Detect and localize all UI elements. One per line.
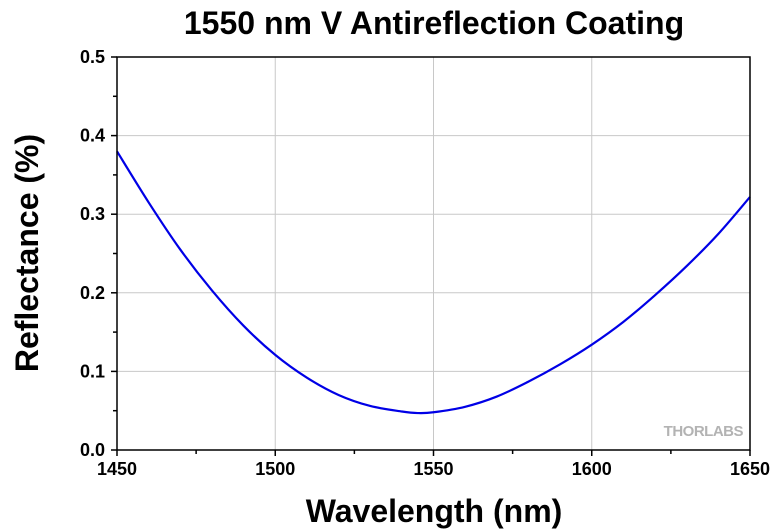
y-tick-label: 0.4: [80, 126, 105, 146]
thorlabs-watermark: THORLABS: [664, 423, 744, 440]
x-axis-label: Wavelength (nm): [306, 493, 563, 529]
grid: [116, 56, 751, 451]
y-tick-label: 0.1: [80, 361, 105, 381]
x-tick-label: 1500: [255, 459, 295, 479]
tick-labels: 1450 1500 1550 1600 1650 0.0 0.1 0.2 0.3 0.4 0.5: [80, 47, 770, 479]
y-tick-label: 0.2: [80, 283, 105, 303]
x-tick-label: 1650: [730, 459, 770, 479]
x-tick-label: 1450: [97, 459, 137, 479]
series-layer: [116, 150, 751, 415]
y-tick-label: 0.3: [80, 204, 105, 224]
reflectance-series-line: [116, 150, 751, 415]
x-tick-label: 1600: [572, 459, 612, 479]
ticks: [111, 56, 751, 456]
y-axis-label: Reflectance (%): [9, 134, 45, 372]
x-tick-label: 1550: [413, 459, 453, 479]
y-tick-label: 0.0: [80, 440, 105, 460]
chart-title: 1550 nm V Antireflection Coating: [184, 5, 684, 41]
y-tick-label: 0.5: [80, 47, 105, 67]
